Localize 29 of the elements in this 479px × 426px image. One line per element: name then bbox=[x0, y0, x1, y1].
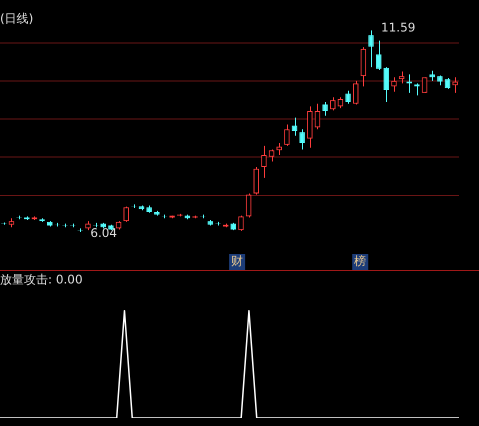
candlestick bbox=[268, 149, 274, 162]
candlestick bbox=[254, 166, 260, 196]
candlestick bbox=[437, 74, 443, 86]
candlestick bbox=[284, 124, 290, 146]
candlestick bbox=[376, 40, 382, 70]
candlestick bbox=[123, 206, 129, 222]
candlestick bbox=[8, 218, 14, 228]
candlestick bbox=[384, 66, 390, 102]
candlestick bbox=[314, 103, 320, 130]
candlestick bbox=[429, 70, 435, 82]
chart-title: 放量攻击: 0.00 bbox=[0, 272, 83, 286]
candlestick bbox=[85, 220, 91, 231]
text: 财 bbox=[231, 254, 244, 268]
candlestick bbox=[452, 76, 458, 94]
candlestick bbox=[368, 30, 374, 68]
candlestick bbox=[261, 145, 267, 178]
candlestick bbox=[292, 117, 298, 136]
annotation: 11.59 bbox=[381, 20, 416, 35]
candlestick bbox=[246, 192, 252, 218]
chart-title: (日线) bbox=[0, 11, 34, 26]
candlestick bbox=[398, 70, 404, 84]
candlestick bbox=[276, 142, 282, 156]
annotation: 6.04 bbox=[90, 226, 118, 240]
candlestick bbox=[299, 128, 305, 150]
candlestick bbox=[391, 76, 397, 92]
text: 榜 bbox=[354, 254, 366, 268]
candlestick bbox=[352, 80, 358, 105]
candlestick bbox=[238, 215, 244, 232]
candlestick bbox=[322, 101, 328, 116]
